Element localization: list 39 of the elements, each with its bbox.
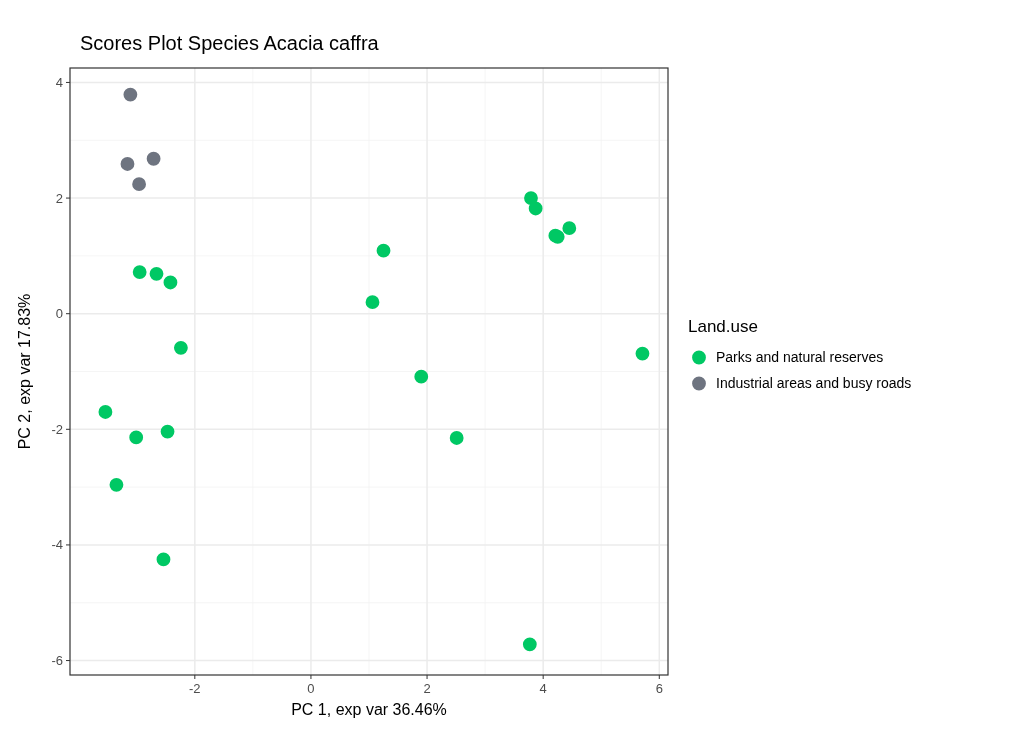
point	[635, 346, 650, 361]
y-tick-label: 2	[55, 190, 63, 206]
x-tick-label: -2	[189, 681, 201, 696]
x-tick-label: 6	[655, 681, 663, 696]
y-tick-label: 0	[55, 306, 63, 322]
point	[562, 221, 577, 236]
point	[149, 266, 164, 281]
y-axis-title: PC 2, exp var 17.83%	[16, 293, 33, 450]
point	[414, 369, 429, 384]
point	[109, 477, 124, 492]
y-tick-label: -6	[51, 653, 63, 669]
point	[120, 157, 135, 171]
legend-label: Industrial areas and busy roads	[716, 375, 912, 392]
point	[376, 243, 391, 258]
y-tick-label: -2	[51, 421, 63, 437]
y-tick-label: 4	[55, 75, 63, 90]
point	[163, 275, 178, 290]
legend-label: Parks and natural reserves	[716, 349, 884, 366]
x-axis-title: PC 1, exp var 36.46%	[291, 701, 447, 718]
point	[123, 87, 138, 102]
x-tick-label: 4	[539, 681, 547, 696]
point	[365, 295, 380, 310]
point	[160, 424, 175, 439]
legend-title: Land.use	[688, 316, 758, 336]
point	[522, 637, 537, 652]
point	[524, 191, 538, 205]
point	[528, 201, 543, 216]
point	[156, 552, 171, 567]
point	[449, 431, 464, 445]
point	[129, 430, 144, 445]
x-tick-label: 0	[307, 681, 315, 696]
point	[173, 340, 188, 355]
y-tick-label: -4	[51, 537, 63, 553]
x-tick-label: 2	[423, 681, 431, 696]
point	[146, 151, 161, 166]
point	[132, 265, 147, 279]
chart-title: Scores Plot Species Acacia caffra	[80, 32, 380, 54]
point	[132, 177, 146, 192]
point	[98, 405, 113, 419]
